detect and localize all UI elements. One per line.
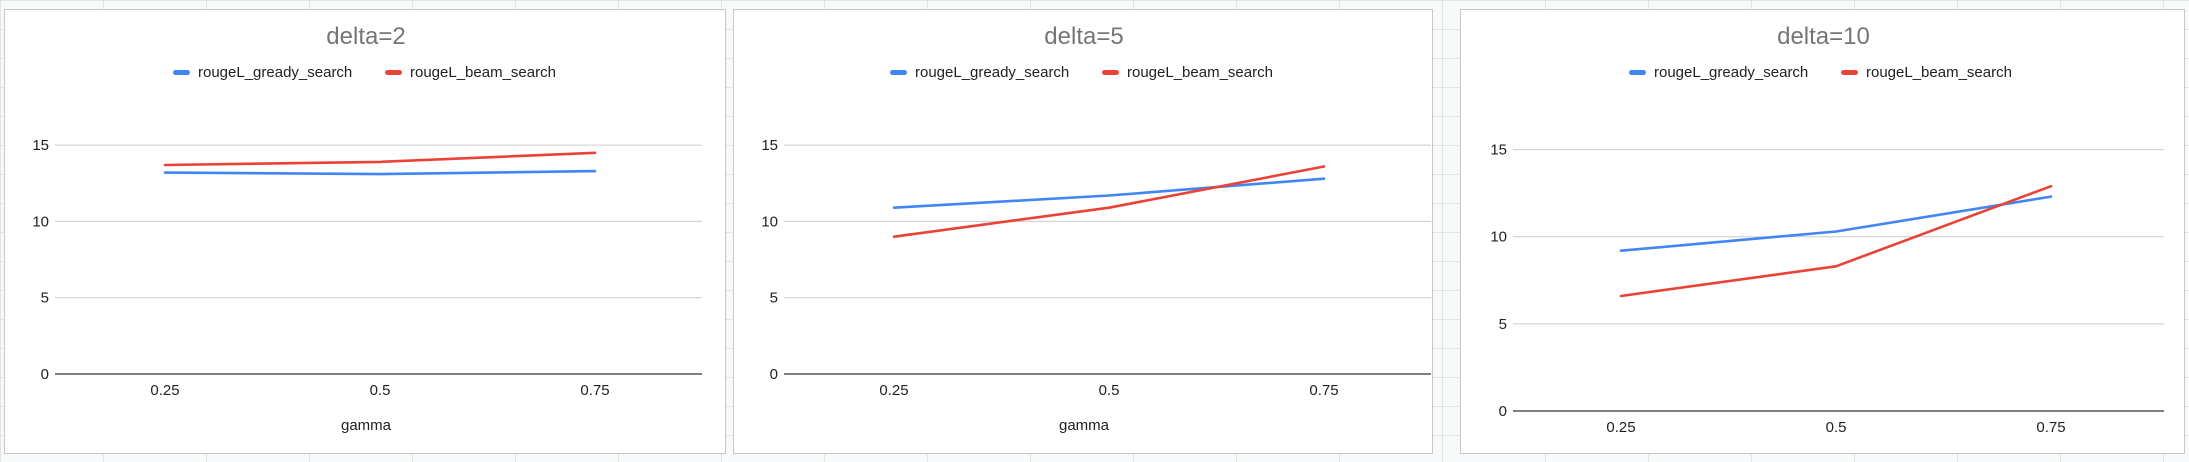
chart-title: delta=10	[1777, 23, 1870, 50]
legend-swatch	[890, 70, 907, 75]
legend-swatch	[1841, 70, 1858, 75]
legend-item[interactable]: rougeL_beam_search	[385, 64, 556, 81]
series-line-1	[163, 169, 597, 176]
legend-label: rougeL_beam_search	[1127, 64, 1273, 81]
x-tick-label: 0.75	[2036, 419, 2065, 436]
y-tick-label: 10	[1490, 229, 1507, 246]
chart-title: delta=2	[326, 23, 405, 50]
legend-label: rougeL_gready_search	[1654, 64, 1808, 81]
x-tick-label: 0.5	[370, 382, 391, 399]
legend-swatch	[173, 70, 190, 75]
legend-item[interactable]: rougeL_gready_search	[1629, 64, 1808, 81]
legend: rougeL_gready_search rougeL_beam_search	[173, 64, 556, 81]
y-tick-label: 15	[761, 137, 778, 154]
legend-label: rougeL_beam_search	[1866, 64, 2012, 81]
x-tick-label: 0.25	[1606, 419, 1635, 436]
y-tick-label: 0	[1499, 403, 1507, 420]
legend-label: rougeL_gready_search	[915, 64, 1069, 81]
y-tick-label: 15	[32, 137, 49, 154]
legend-item[interactable]: rougeL_beam_search	[1102, 64, 1273, 81]
legend-label: rougeL_beam_search	[410, 64, 556, 81]
x-tick-label: 0.75	[1309, 382, 1338, 399]
y-tick-label: 5	[1499, 316, 1507, 333]
series-line-2	[892, 165, 1326, 238]
series-line-2	[1619, 184, 2053, 298]
x-tick-label: 0.5	[1826, 419, 1847, 436]
x-tick-label: 0.75	[580, 382, 609, 399]
legend: rougeL_gready_search rougeL_beam_search	[890, 64, 1273, 81]
x-tick-label: 0.5	[1099, 382, 1120, 399]
chart-panel-1[interactable]: delta=2 rougeL_gready_search rougeL_beam_s…	[4, 9, 726, 454]
legend-item[interactable]: rougeL_gready_search	[890, 64, 1069, 81]
y-tick-label: 10	[761, 213, 778, 230]
y-tick-label: 15	[1490, 142, 1507, 159]
series-line-2	[163, 151, 597, 167]
x-axis-title: gamma	[341, 417, 392, 434]
chart-svg-1: delta=2 rougeL_gready_search rougeL_beam_s…	[32, 23, 702, 434]
legend-swatch	[385, 70, 402, 75]
y-tick-label: 0	[770, 366, 778, 383]
series-line-1	[892, 177, 1326, 209]
legend-label: rougeL_gready_search	[198, 64, 352, 81]
chart-svg-2: delta=5 rougeL_gready_search rougeL_beam_s…	[761, 23, 1431, 434]
x-axis-title: gamma	[1059, 417, 1110, 434]
chart-panel-3[interactable]: delta=10 rougeL_gready_search rougeL_beam_…	[1460, 9, 2185, 454]
y-tick-label: 5	[41, 290, 49, 307]
series-line-1	[1619, 195, 2053, 252]
chart-title: delta=5	[1044, 23, 1123, 50]
x-tick-label: 0.25	[879, 382, 908, 399]
chart-panel-2[interactable]: delta=5 rougeL_gready_search rougeL_beam_s…	[733, 9, 1433, 454]
y-tick-label: 5	[770, 290, 778, 307]
legend-swatch	[1102, 70, 1119, 75]
legend-swatch	[1629, 70, 1646, 75]
legend-item[interactable]: rougeL_gready_search	[173, 64, 352, 81]
legend-item[interactable]: rougeL_beam_search	[1841, 64, 2012, 81]
chart-svg-3: delta=10 rougeL_gready_search rougeL_beam_…	[1490, 23, 2164, 436]
legend: rougeL_gready_search rougeL_beam_search	[1629, 64, 2012, 81]
x-tick-label: 0.25	[150, 382, 179, 399]
y-tick-label: 0	[41, 366, 49, 383]
y-tick-label: 10	[32, 213, 49, 230]
